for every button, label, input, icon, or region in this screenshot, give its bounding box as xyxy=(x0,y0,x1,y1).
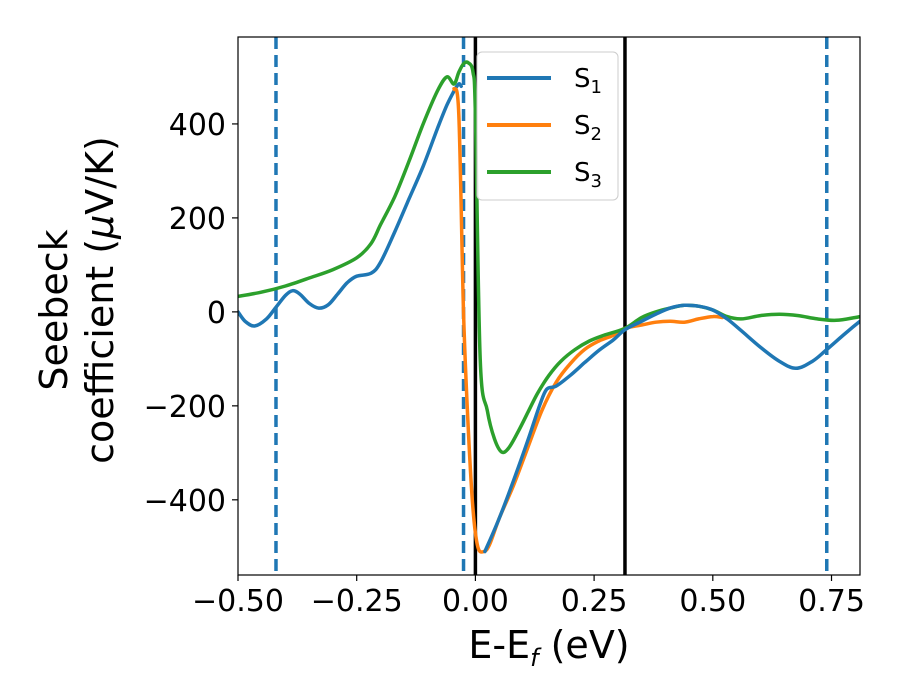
y-axis-title-line1: Seebeck xyxy=(32,229,76,390)
series-line-s1 xyxy=(238,82,463,328)
x-tick-label: 0.50 xyxy=(679,584,746,619)
legend-label-s2: S2 xyxy=(574,111,602,145)
x-tick-label: 0.25 xyxy=(561,584,628,619)
legend-label-s1: S1 xyxy=(574,64,602,98)
series-line-s3 xyxy=(238,60,860,455)
legend-label-s3: S3 xyxy=(574,158,602,192)
x-tick-label: −0.50 xyxy=(192,584,284,619)
y-axis: −400 −200 0 200 400 xyxy=(144,108,238,519)
y-tick-label: −400 xyxy=(144,484,226,519)
plot-frame xyxy=(237,36,861,576)
y-axis-title-line2: coefficient (μV/K) xyxy=(78,136,122,464)
series-line-s1-tail xyxy=(483,303,860,554)
x-axis-title: E-Ef (eV) xyxy=(468,623,629,672)
series-line-s2 xyxy=(452,86,725,554)
y-tick-label: 0 xyxy=(207,296,226,331)
x-tick-label: −0.25 xyxy=(311,584,403,619)
x-tick-label: 0.75 xyxy=(798,584,865,619)
x-axis: −0.50 −0.25 0.00 0.25 0.50 0.75 xyxy=(192,575,865,619)
legend: S1 S2 S3 xyxy=(476,51,619,201)
series-layer xyxy=(238,60,860,554)
y-tick-label: 200 xyxy=(169,202,226,237)
y-tick-label: −200 xyxy=(144,390,226,425)
y-axis-title: Seebeck coefficient (μV/K) xyxy=(32,136,122,464)
x-tick-label: 0.00 xyxy=(442,584,509,619)
y-tick-label: 400 xyxy=(169,108,226,143)
